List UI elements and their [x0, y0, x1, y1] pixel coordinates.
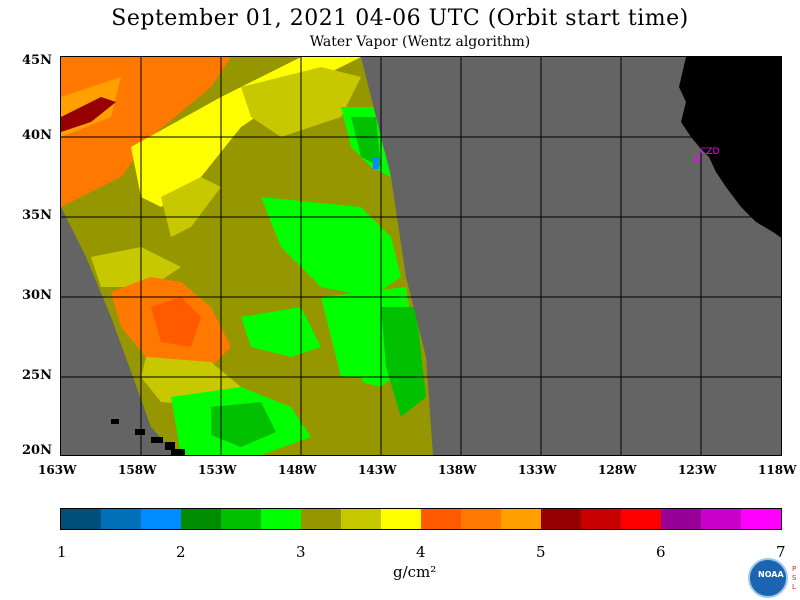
colorbar-segment	[61, 509, 101, 529]
colorbar-segment	[541, 509, 581, 529]
colorbar-tick-2: 2	[176, 543, 186, 561]
colorbar	[60, 508, 782, 530]
colorbar-tick-7: 7	[776, 543, 786, 561]
colorbar-tick-5: 5	[536, 543, 546, 561]
noaa-logo-icon: NOAA	[748, 558, 788, 598]
water-vapor-map	[60, 56, 782, 456]
colorbar-segment	[341, 509, 381, 529]
lat-label-45n: 45N	[22, 53, 52, 68]
colorbar-segment	[621, 509, 661, 529]
colorbar-tick-3: 3	[296, 543, 306, 561]
lon-label-143w: 143W	[358, 463, 397, 477]
lat-label-40n: 40N	[22, 128, 52, 143]
station-label: CZD	[700, 147, 720, 157]
satellite-swath	[61, 57, 433, 455]
lat-label-20n: 20N	[22, 443, 52, 458]
lat-label-30n: 30N	[22, 288, 52, 303]
colorbar-segment	[741, 509, 781, 529]
chart-title: September 01, 2021 04-06 UTC (Orbit star…	[111, 6, 689, 31]
colorbar-segment	[101, 509, 141, 529]
lat-label-25n: 25N	[22, 368, 52, 383]
lon-label-163w: 163W	[38, 463, 77, 477]
lon-label-128w: 128W	[598, 463, 637, 477]
lon-label-153w: 153W	[198, 463, 237, 477]
colorbar-tick-4: 4	[416, 543, 426, 561]
colorbar-segment	[501, 509, 541, 529]
colorbar-segment	[381, 509, 421, 529]
station-marker-icon	[693, 154, 701, 162]
chart-subtitle: Water Vapor (Wentz algorithm)	[309, 34, 531, 50]
lon-label-148w: 148W	[278, 463, 317, 477]
north-america-land	[679, 57, 781, 238]
colorbar-segment	[141, 509, 181, 529]
lon-label-123w: 123W	[678, 463, 717, 477]
colorbar-tick-6: 6	[656, 543, 666, 561]
colorbar-segment	[221, 509, 261, 529]
lon-label-138w: 138W	[438, 463, 477, 477]
lat-label-35n: 35N	[22, 208, 52, 223]
colorbar-tick-1: 1	[57, 543, 67, 561]
colorbar-segment	[421, 509, 461, 529]
lon-label-118w: 118W	[758, 463, 797, 477]
colorbar-segment	[301, 509, 341, 529]
colorbar-segment	[461, 509, 501, 529]
colorbar-segment	[581, 509, 621, 529]
colorbar-segment	[261, 509, 301, 529]
colorbar-segment	[661, 509, 701, 529]
psl-logo: P S L	[792, 565, 797, 591]
low-vapor-pixel	[373, 157, 379, 169]
colorbar-units: g/cm²	[393, 563, 437, 581]
colorbar-segment	[701, 509, 741, 529]
lon-label-133w: 133W	[518, 463, 557, 477]
hawaii-islands	[111, 419, 185, 455]
noaa-logo-text: NOAA	[758, 570, 784, 579]
lon-label-158w: 158W	[118, 463, 157, 477]
colorbar-segment	[181, 509, 221, 529]
lat-lon-grid	[61, 57, 781, 455]
